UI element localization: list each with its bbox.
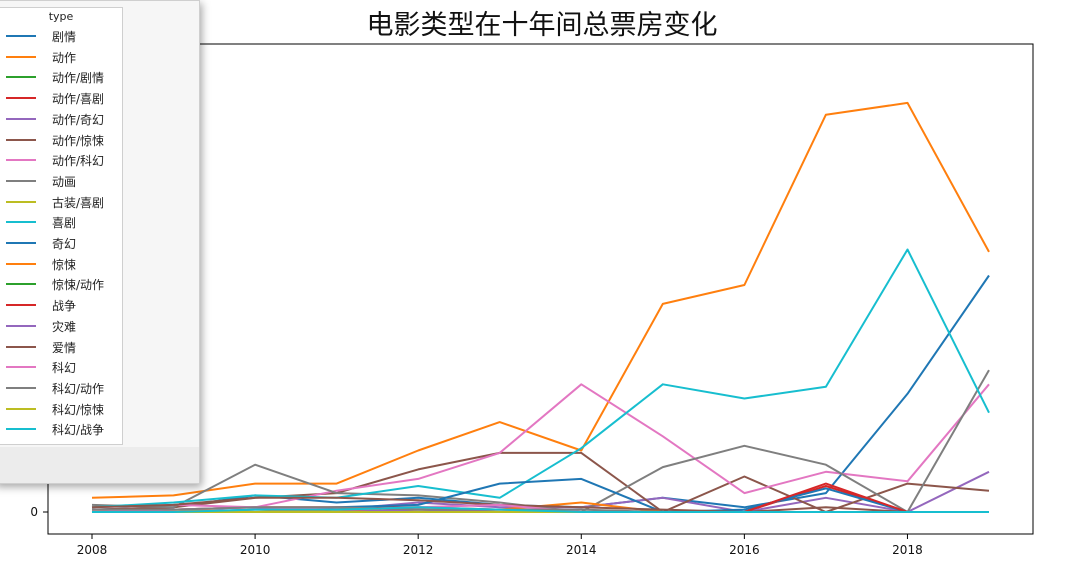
legend-item: 战争 (0, 295, 122, 315)
legend-item: 灾难 (0, 316, 122, 336)
legend-item: 剧情 (0, 26, 122, 46)
legend-swatch (6, 138, 36, 141)
legend-swatch (6, 117, 36, 120)
x-tick-label: 2018 (892, 543, 923, 557)
legend-label: 动作/剧情 (52, 71, 105, 86)
legend-footer (0, 447, 199, 483)
legend-item: 科幻/动作 (0, 378, 122, 398)
legend-item: 动作 (0, 47, 122, 67)
legend-label: 动作/喜剧 (52, 92, 105, 107)
series-line-10 (91, 248, 990, 509)
legend-label: 战争 (52, 299, 77, 314)
legend-item: 科幻/惊悚 (0, 399, 122, 419)
legend: type 剧情动作动作/剧情动作/喜剧动作/奇幻动作/惊悚动作/科幻动画古装/喜… (0, 7, 123, 445)
legend-swatch (6, 159, 36, 162)
legend-item: 科幻 (0, 357, 122, 377)
legend-swatch (6, 97, 36, 100)
axis-layer: 2008 2010 2012 2014 2016 2018 0 (30, 505, 922, 557)
legend-label: 奇幻 (52, 237, 77, 251)
legend-swatch (6, 407, 36, 410)
legend-swatch (6, 35, 36, 37)
legend-item: 爱情 (0, 337, 122, 357)
legend-title: type (48, 10, 74, 23)
legend-item: 古装/喜剧 (0, 192, 122, 212)
legend-label: 科幻/战争 (52, 423, 105, 438)
legend-label: 古装/喜剧 (52, 195, 105, 210)
legend-swatch (6, 304, 36, 307)
legend-swatch (6, 345, 36, 348)
legend-swatch (6, 179, 36, 182)
legend-label: 科幻/动作 (52, 381, 105, 396)
legend-label: 动作 (52, 50, 77, 65)
legend-item: 动作/惊悚 (0, 130, 122, 150)
legend-item: 惊悚/动作 (0, 274, 122, 294)
x-tick-label: 2014 (566, 543, 597, 557)
x-tick-label: 2016 (729, 543, 760, 557)
legend-label: 惊悚/动作 (52, 278, 105, 293)
series-line-16 (91, 496, 989, 513)
legend-item: 动作/奇幻 (0, 109, 122, 129)
legend-label: 剧情 (52, 30, 77, 44)
legend-item: 动作/剧情 (0, 67, 122, 87)
series-line-2 (91, 101, 990, 499)
legend-item: 动作/科幻 (0, 150, 122, 170)
legend-item: 动画 (0, 171, 122, 191)
legend-item: 喜剧 (0, 212, 122, 232)
series-line-8 (91, 369, 990, 513)
legend-swatch (6, 324, 36, 327)
legend-label: 科幻/惊悚 (52, 402, 105, 417)
series-line-7 (91, 383, 990, 509)
legend-swatch (6, 76, 36, 79)
legend-label: 灾难 (52, 319, 77, 334)
legend-swatch (6, 221, 36, 224)
legend-swatch (6, 366, 36, 369)
legend-item: 奇幻 (0, 233, 122, 253)
legend-item: 科幻/战争 (0, 419, 122, 439)
legend-label: 动作/惊悚 (52, 133, 105, 148)
legend-label: 动作/科幻 (52, 154, 105, 169)
legend-label: 动作/奇幻 (52, 112, 105, 127)
legend-panel[interactable]: type 剧情动作动作/剧情动作/喜剧动作/奇幻动作/惊悚动作/科幻动画古装/喜… (0, 0, 200, 484)
chart-title: 电影类型在十年间总票房变化 (367, 10, 718, 41)
series-line-20 (92, 506, 989, 513)
legend-swatch (6, 262, 36, 265)
legend-label: 惊悚 (52, 257, 77, 272)
legend-item: 动作/喜剧 (0, 88, 122, 108)
legend-label: 爱情 (52, 340, 77, 355)
legend-swatch (6, 386, 36, 389)
series-layer (91, 101, 990, 513)
legend-swatch (6, 200, 36, 203)
x-tick-label: 2008 (77, 543, 108, 557)
x-tick-label: 2010 (240, 543, 271, 557)
legend-item: 惊悚 (0, 254, 122, 274)
x-tick-label: 2012 (403, 543, 434, 557)
legend-label: 科幻 (52, 361, 77, 376)
legend-swatch (6, 242, 36, 244)
legend-swatch (6, 55, 36, 58)
legend-label: 喜剧 (52, 216, 77, 231)
legend-swatch (6, 428, 36, 431)
y-tick-label: 0 (30, 505, 38, 519)
legend-swatch (6, 283, 36, 286)
legend-label: 动画 (52, 174, 77, 189)
